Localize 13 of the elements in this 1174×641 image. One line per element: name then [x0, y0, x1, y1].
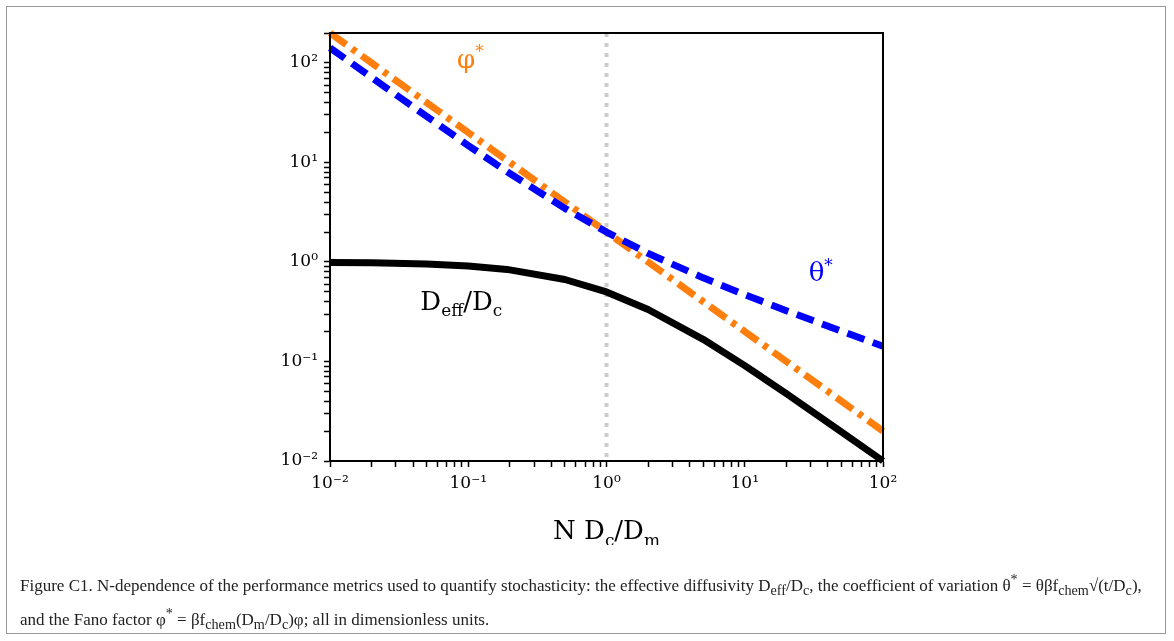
text: Figure C1. N-dependence of the performance metrics used to quantify stochasticity: the effective diffusivity D$_{eff}$/D$_{c}$, the coefficient of variation θ$^{*}$ = θβf$_{chem}$√(t/D$_{c}$), and the Fano factor φ$^{*}$ = βf$_{chem}$(D$_{m}$/D$_{c}$)φ; all in dimensionless units.	[20, 571, 1142, 633]
series-label: θ*	[808, 254, 834, 288]
x-tick-label: 10¹	[730, 471, 759, 492]
y-tick-label: 10⁻²	[280, 449, 318, 470]
y-tick-label: 10⁰	[289, 250, 319, 271]
y-tick-label: 10⁻¹	[280, 349, 318, 370]
y-tick-label: 10²	[289, 51, 318, 72]
x-tick-label: 10⁰	[592, 471, 621, 492]
series-label: φ*	[457, 41, 485, 74]
x-tick-label: 10⁻¹	[449, 471, 487, 492]
x-tick-label: 10²	[868, 471, 898, 492]
x-tick-label: 10⁻²	[311, 471, 349, 492]
y-tick-label: 10¹	[289, 150, 318, 171]
